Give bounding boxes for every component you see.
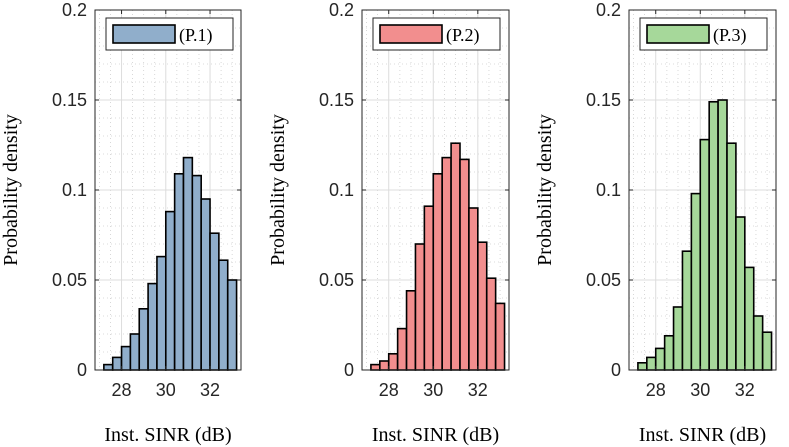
y-tick-label: 0.15 bbox=[319, 90, 354, 110]
histogram-bar bbox=[708, 101, 719, 371]
y-axis-label: Probability density bbox=[0, 114, 22, 266]
x-tick-label: 28 bbox=[112, 380, 132, 400]
histogram-bar bbox=[103, 363, 114, 371]
legend-swatch bbox=[646, 24, 710, 44]
histogram-bar bbox=[147, 282, 158, 371]
y-tick-label: 0.1 bbox=[596, 180, 621, 200]
y-tick-label: 0.15 bbox=[586, 90, 621, 110]
histogram-bar bbox=[646, 356, 657, 371]
y-tick-label: 0.05 bbox=[319, 270, 354, 290]
x-tick-label: 28 bbox=[379, 380, 399, 400]
x-tick-label: 30 bbox=[423, 380, 443, 400]
y-tick-label: 0.2 bbox=[329, 0, 354, 20]
legend-entry: (P.2) bbox=[446, 25, 480, 46]
y-tick-label: 0.2 bbox=[62, 0, 87, 20]
histogram-bar bbox=[423, 205, 435, 371]
histogram-bar bbox=[690, 192, 702, 371]
y-tick-label: 0.1 bbox=[62, 180, 87, 200]
histogram-bar bbox=[111, 356, 123, 371]
legend-swatch bbox=[112, 24, 176, 44]
histogram-bar bbox=[405, 289, 417, 371]
histogram-bar bbox=[209, 232, 220, 371]
y-axis-label: Probability density bbox=[267, 114, 289, 266]
histogram-bar bbox=[226, 279, 238, 371]
histogram-panel-2: 28 30 32 0 0.05 0.1 0.15 0.2 Inst. SINR (dB) Prob… bbox=[267, 0, 510, 446]
histogram-bar bbox=[164, 210, 176, 371]
y-tick-label: 0.05 bbox=[586, 270, 621, 290]
histogram-bar bbox=[637, 361, 648, 371]
histogram-bar bbox=[173, 173, 185, 371]
histogram-bar bbox=[414, 243, 426, 371]
x-tick-label: 28 bbox=[646, 380, 666, 400]
histogram-bar bbox=[120, 345, 132, 371]
y-tick-label: 0.05 bbox=[52, 270, 87, 290]
y-axis-label: Probability density bbox=[534, 114, 556, 266]
histogram-bar bbox=[744, 266, 755, 371]
histogram-bar bbox=[191, 174, 202, 371]
y-tick-label: 0 bbox=[77, 360, 87, 380]
histogram-panel-3: 28 30 32 0 0.05 0.1 0.15 0.2 Inst. SINR (dB) Prob… bbox=[534, 0, 777, 446]
histogram-bar bbox=[182, 156, 194, 371]
histogram-bar bbox=[432, 173, 443, 371]
histogram-bar bbox=[477, 241, 488, 371]
histogram-bar bbox=[726, 142, 737, 371]
histogram-bar bbox=[494, 302, 506, 371]
y-tick-label: 0 bbox=[344, 360, 354, 380]
y-tick-label: 0.15 bbox=[52, 90, 87, 110]
legend-entry: (P.3) bbox=[713, 25, 747, 46]
x-tick-label: 30 bbox=[690, 380, 710, 400]
histogram-bar bbox=[735, 216, 746, 371]
histogram-bar bbox=[468, 207, 479, 371]
x-axis-label: Inst. SINR (dB) bbox=[639, 424, 766, 446]
histogram-bar bbox=[218, 259, 229, 371]
histogram-bar bbox=[761, 331, 773, 371]
y-tick-label: 0 bbox=[611, 360, 621, 380]
x-tick-label: 32 bbox=[735, 380, 755, 400]
histogram-bar bbox=[129, 333, 141, 371]
histogram-bar bbox=[752, 315, 764, 371]
histogram-bar bbox=[138, 307, 149, 371]
legend-swatch bbox=[379, 24, 443, 44]
histogram-bar bbox=[654, 347, 666, 371]
histogram-bar bbox=[379, 360, 390, 371]
histogram-bar bbox=[441, 156, 452, 371]
histogram-bar bbox=[681, 250, 693, 371]
histogram-bar bbox=[200, 198, 211, 371]
histogram-bar bbox=[370, 363, 381, 371]
x-tick-label: 32 bbox=[468, 380, 488, 400]
x-axis-label: Inst. SINR (dB) bbox=[104, 424, 231, 446]
x-tick-label: 30 bbox=[156, 380, 176, 400]
x-tick-label: 32 bbox=[200, 380, 220, 400]
histogram-bar bbox=[459, 158, 470, 371]
histogram-bar bbox=[387, 352, 399, 371]
histogram-bar bbox=[663, 334, 675, 371]
x-axis-label: Inst. SINR (dB) bbox=[372, 424, 499, 446]
histogram-bar bbox=[396, 327, 408, 371]
histogram-panel-1: 28 30 32 0 0.05 0.1 0.15 0.2 Inst. SINR (dB) Prob… bbox=[0, 0, 242, 446]
y-tick-label: 0.1 bbox=[329, 180, 354, 200]
histogram-bar bbox=[717, 99, 728, 371]
legend-entry: (P.1) bbox=[179, 25, 213, 46]
histogram-bar bbox=[156, 255, 167, 371]
y-tick-label: 0.2 bbox=[596, 0, 621, 20]
histogram-bar bbox=[485, 277, 497, 371]
histogram-bar bbox=[450, 142, 461, 371]
histogram-bar bbox=[699, 138, 710, 371]
histogram-bar bbox=[672, 306, 684, 371]
